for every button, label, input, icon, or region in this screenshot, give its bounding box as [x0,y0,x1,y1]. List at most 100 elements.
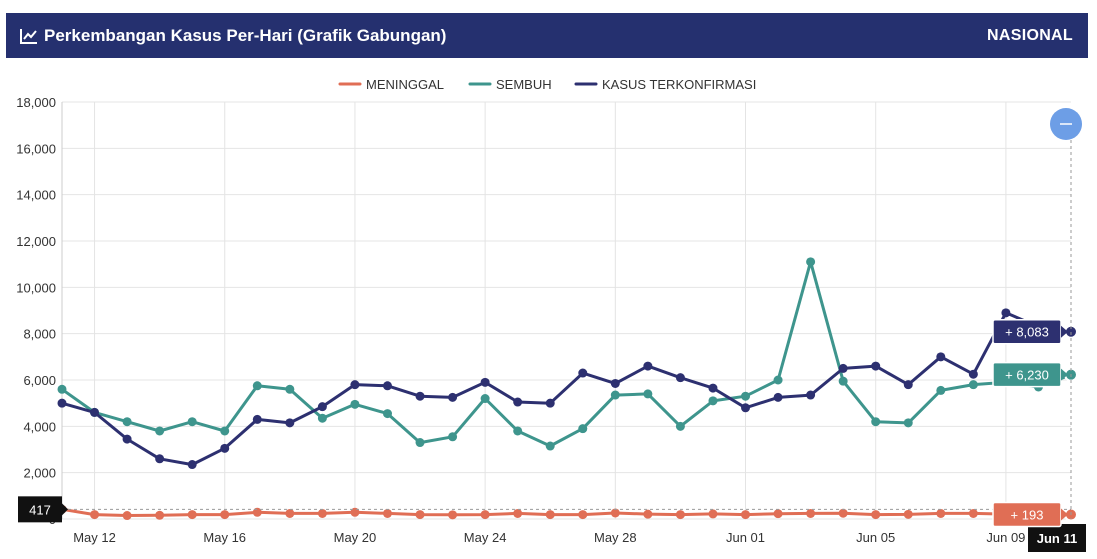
data-point[interactable] [220,443,230,453]
data-point[interactable] [708,383,718,393]
data-point[interactable] [903,380,913,390]
value-badge-pointer [1061,368,1068,381]
data-point[interactable] [936,352,946,362]
data-point[interactable] [220,510,230,520]
data-point[interactable] [968,508,978,518]
data-point[interactable] [610,378,620,388]
data-point[interactable] [741,510,751,520]
x-tick-label: May 12 [73,530,116,545]
crosshair-y-label: 417 [18,496,68,523]
data-point[interactable] [708,509,718,519]
data-point[interactable] [968,369,978,379]
data-point[interactable] [122,434,132,444]
data-point[interactable] [350,507,360,517]
data-point[interactable] [741,391,751,401]
data-point[interactable] [90,510,100,520]
data-point[interactable] [317,508,327,518]
data-point[interactable] [448,510,458,520]
data-point[interactable] [806,390,816,400]
data-point[interactable] [57,398,67,408]
data-point[interactable] [480,377,490,387]
data-point[interactable] [155,454,165,464]
data-point[interactable] [155,426,165,436]
data-point[interactable] [415,391,425,401]
legend-item[interactable]: KASUS TERKONFIRMASI [574,77,756,92]
data-point[interactable] [545,441,555,451]
data-point[interactable] [936,385,946,395]
data-point[interactable] [871,417,881,427]
y-tick-label: 6,000 [23,373,56,388]
data-point[interactable] [708,396,718,406]
legend-item[interactable]: SEMBUH [468,77,552,92]
x-tick-label: May 28 [594,530,637,545]
data-point[interactable] [903,418,913,428]
data-point[interactable] [252,507,262,517]
data-point[interactable] [936,508,946,518]
data-point[interactable] [675,373,685,383]
data-point[interactable] [513,426,523,436]
data-point[interactable] [578,424,588,434]
data-point[interactable] [480,510,490,520]
data-point[interactable] [838,508,848,518]
data-point[interactable] [448,432,458,442]
data-point[interactable] [350,399,360,409]
data-point[interactable] [513,508,523,518]
data-point[interactable] [610,508,620,518]
data-point[interactable] [643,509,653,519]
legend-item[interactable]: MENINGGAL [338,77,444,92]
data-point[interactable] [903,509,913,519]
data-point[interactable] [968,380,978,390]
data-point[interactable] [122,417,132,427]
data-point[interactable] [578,368,588,378]
data-point[interactable] [1001,308,1011,318]
zoom-reset-button[interactable] [1050,108,1082,140]
crosshair-y-text: 417 [29,502,51,517]
data-point[interactable] [285,384,295,394]
data-point[interactable] [480,394,490,404]
data-point[interactable] [187,417,197,427]
data-point[interactable] [57,384,67,394]
data-point[interactable] [317,402,327,412]
data-point[interactable] [773,375,783,385]
data-point[interactable] [187,460,197,470]
x-tick-label: May 16 [203,530,246,545]
data-point[interactable] [806,508,816,518]
data-point[interactable] [741,403,751,413]
data-point[interactable] [415,510,425,520]
data-point[interactable] [643,389,653,399]
data-point[interactable] [675,510,685,520]
data-point[interactable] [122,511,132,521]
data-point[interactable] [545,510,555,520]
data-point[interactable] [871,510,881,520]
data-point[interactable] [350,380,360,390]
value-badge-text: + 6,230 [1005,368,1049,383]
data-point[interactable] [675,421,685,431]
data-point[interactable] [155,510,165,520]
data-point[interactable] [513,397,523,407]
data-point[interactable] [90,407,100,417]
data-point[interactable] [252,381,262,391]
data-point[interactable] [871,361,881,371]
data-point[interactable] [220,426,230,436]
data-point[interactable] [317,413,327,423]
data-point[interactable] [382,409,392,419]
data-point[interactable] [838,376,848,386]
data-point[interactable] [187,510,197,520]
data-point[interactable] [285,418,295,428]
data-point[interactable] [382,508,392,518]
data-point[interactable] [415,438,425,448]
data-point[interactable] [773,392,783,402]
y-tick-label: 16,000 [16,141,56,156]
data-point[interactable] [610,390,620,400]
data-point[interactable] [285,508,295,518]
data-point[interactable] [806,257,816,267]
data-point[interactable] [838,363,848,373]
data-point[interactable] [382,381,392,391]
data-point[interactable] [252,414,262,424]
data-point[interactable] [545,398,555,408]
data-point[interactable] [448,392,458,402]
data-point[interactable] [643,361,653,371]
data-point[interactable] [773,509,783,519]
data-point[interactable] [578,510,588,520]
